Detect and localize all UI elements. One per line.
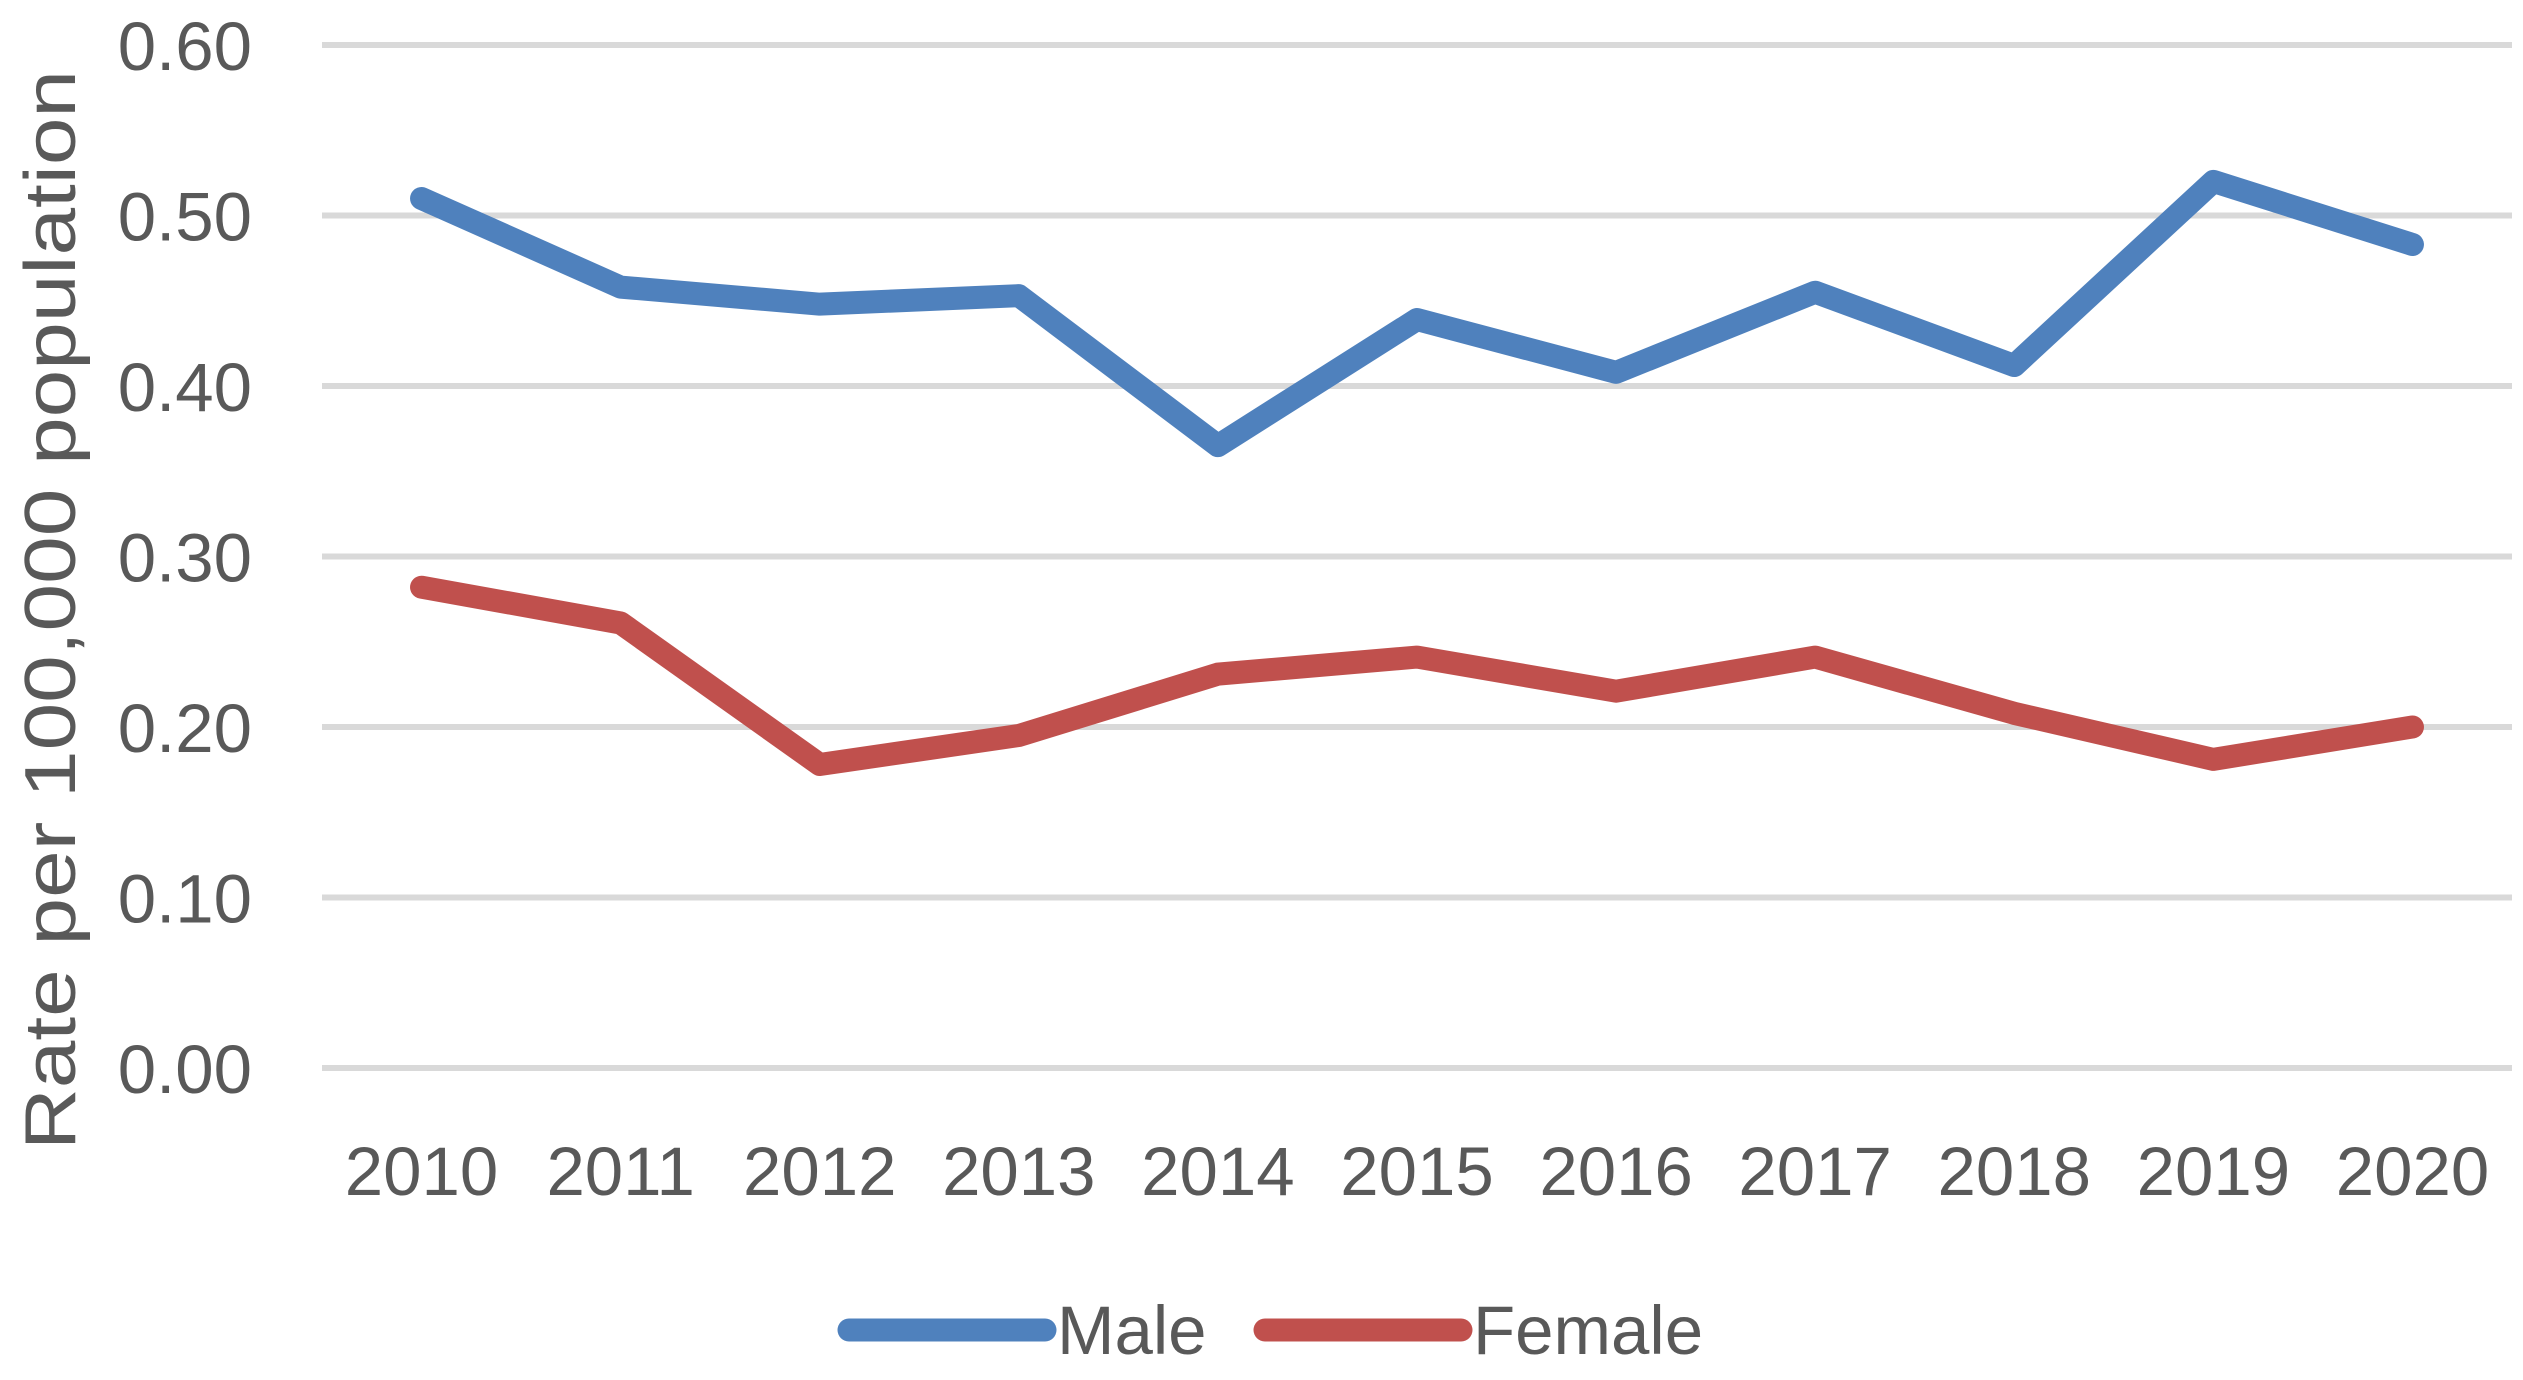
male-data-line xyxy=(410,169,2424,458)
x-axis-tick-labels: 2010 2011 2012 2013 2014 2015 2016 2017 2018 2019… xyxy=(345,1133,2489,1210)
legend-label-male: Male xyxy=(1057,1292,1207,1369)
x-tick-label: 2019 xyxy=(2137,1133,2291,1210)
data-series-lines xyxy=(410,169,2424,777)
y-tick-label: 0.30 xyxy=(118,520,252,597)
x-tick-label: 2016 xyxy=(1539,1133,1693,1210)
x-tick-label: 2010 xyxy=(345,1133,499,1210)
y-axis-tick-labels: 0.00 0.10 0.20 0.30 0.40 0.50 0.60 xyxy=(118,8,252,1108)
y-tick-label: 0.50 xyxy=(118,179,252,256)
legend-item-male: Male xyxy=(837,1292,1207,1369)
y-tick-label: 0.10 xyxy=(118,861,252,938)
x-tick-label: 2017 xyxy=(1738,1133,1892,1210)
legend-label-female: Female xyxy=(1473,1292,1703,1369)
x-tick-label: 2012 xyxy=(743,1133,897,1210)
y-tick-label: 0.00 xyxy=(118,1031,252,1108)
x-tick-label: 2013 xyxy=(942,1133,1096,1210)
legend-item-female: Female xyxy=(1253,1292,1703,1369)
x-tick-label: 2014 xyxy=(1141,1133,1295,1210)
x-tick-label: 2015 xyxy=(1340,1133,1494,1210)
y-tick-label: 0.40 xyxy=(118,349,252,426)
x-tick-label: 2011 xyxy=(546,1133,694,1210)
y-tick-label: 0.60 xyxy=(118,8,252,85)
gridlines xyxy=(322,42,2512,1071)
female-data-line xyxy=(410,575,2424,777)
y-tick-label: 0.20 xyxy=(118,690,252,767)
x-tick-label: 2018 xyxy=(1938,1133,2092,1210)
y-axis-title: Rate per 100,000 population xyxy=(11,70,91,1150)
legend: Male Female xyxy=(837,1292,1703,1369)
x-tick-label: 2020 xyxy=(2336,1133,2490,1210)
